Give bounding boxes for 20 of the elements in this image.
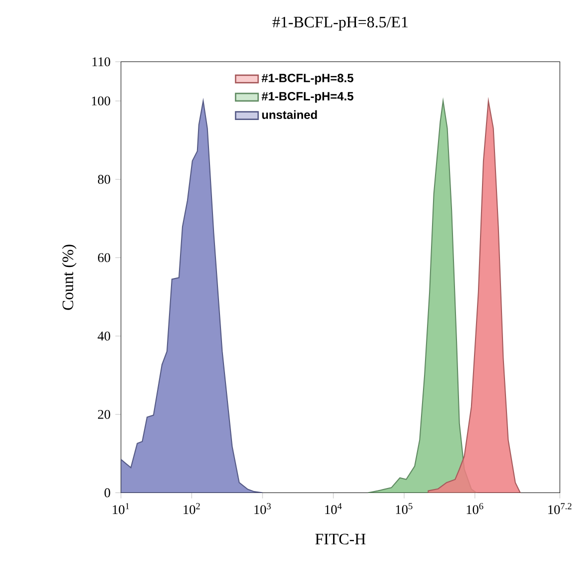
y-axis-title: Count (%) xyxy=(62,244,76,310)
y-tick-label: 110 xyxy=(92,57,110,66)
y-tick-label: 20 xyxy=(98,410,110,419)
x-tick-label: 10$^{2}$ xyxy=(184,503,200,514)
legend-label: #1-BCFL-pH=8.5 xyxy=(262,74,354,85)
y-tick-label: 0 xyxy=(104,488,110,498)
y-tick-label: 60 xyxy=(98,253,110,262)
x-tick-label: 10$^{6}$ xyxy=(466,503,484,514)
x-tick-label: 10$^{4}$ xyxy=(325,503,342,514)
chart-title: #1-BCFL-pH=8.5/E1 xyxy=(272,16,408,31)
y-tick-label: 40 xyxy=(98,332,110,340)
y-tick-label: 100 xyxy=(92,96,110,106)
x-tick-label: 10$^{3}$ xyxy=(254,503,271,514)
x-axis-title: FITC-H xyxy=(315,534,366,544)
x-tick-label: 10$^{5}$ xyxy=(396,503,412,514)
legend-label: unstained xyxy=(262,110,317,119)
legend-label: #1-BCFL-pH=4.5 xyxy=(262,92,354,103)
x-tick-label: 10$^{1}$ xyxy=(112,503,129,514)
x-tick-label: 10$^{7.2}$ xyxy=(548,503,572,514)
y-tick-label: 80 xyxy=(98,174,110,184)
